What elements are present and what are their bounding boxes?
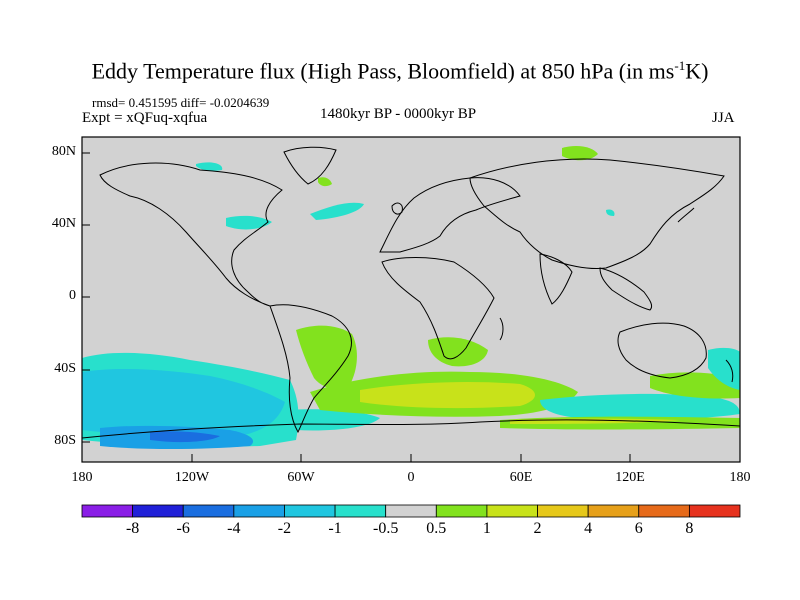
anomaly-region-antarctic-pacific-deep (150, 431, 220, 443)
axis-ticks (81, 152, 741, 462)
anomaly-region-north-atlantic-negative (310, 202, 364, 220)
colorbar-label-3: -2 (277, 520, 292, 537)
anomaly-region-east-europe-negative (606, 209, 615, 216)
coastline-new-zealand (725, 359, 734, 383)
colorbar-box-6 (385, 504, 437, 518)
coastline-south-america (269, 304, 352, 434)
x-tick-label-180e: 180 (729, 470, 751, 485)
colorbar-label-6: 0.5 (426, 520, 447, 537)
plot-title-tail: K) (685, 58, 709, 84)
coastline-africa (381, 257, 495, 360)
x-tick-label-120w: 120W (174, 470, 210, 485)
experiment-label: Expt = xQFuq-xqfua (82, 110, 208, 126)
coastline-southeast-asia (599, 267, 653, 311)
anomaly-region-south-africa-positive (428, 337, 488, 367)
season-label: JJA (712, 110, 735, 126)
colorbar-label-1: -6 (176, 520, 190, 537)
period-label: 1480kyr BP - 0000kyr BP (320, 106, 477, 122)
coastline-australia (617, 322, 707, 379)
colorbar-label-10: 6 (634, 520, 643, 537)
colorbar-box-10 (587, 504, 640, 518)
plot-title-main: Eddy Temperature flux (High Pass, Bloomf… (91, 58, 675, 84)
anomaly-region-south-pacific-negative-mid (82, 369, 285, 437)
y-tick-label-80n: 80N (51, 144, 76, 159)
colorbar-label-11: 8 (685, 520, 694, 537)
colorbar-box-3 (233, 504, 285, 518)
plot-title-superscript: -1 (674, 58, 686, 73)
colorbar-box-2 (182, 504, 235, 518)
anomaly-region-indian-ocean-positive (650, 372, 740, 399)
x-tick-label-120e: 120E (615, 470, 645, 485)
coastlines (82, 146, 740, 439)
colorbar-box-12 (688, 504, 741, 518)
coastline-madagascar (499, 317, 504, 341)
anomaly-region-arctic-canada-negative (196, 162, 223, 171)
colorbar-boxes (81, 504, 741, 518)
anomaly-region-australia-negative (708, 347, 740, 390)
x-tick-label-60e: 60E (509, 470, 533, 485)
anomaly-region-indian-ocean-negative (540, 393, 740, 420)
coastline-india (539, 253, 573, 305)
anomaly-field (82, 146, 740, 449)
colorbar-label-0: -8 (125, 520, 140, 537)
anomaly-region-drake-negative (290, 409, 380, 431)
colorbar-label-5: -0.5 (373, 520, 399, 537)
coastline-north-america (99, 162, 283, 307)
coastline-british-isles (391, 202, 403, 215)
x-tick-label-180w: 180 (71, 470, 93, 485)
colorbar-box-5 (334, 504, 387, 518)
x-tick-label-60w: 60W (287, 470, 315, 485)
plot-title: Eddy Temperature flux (High Pass, Bloomf… (0, 58, 800, 84)
anomaly-region-greenland-positive (318, 177, 332, 187)
anomaly-region-siberia-positive (562, 146, 598, 161)
y-tick-label-0: 0 (69, 288, 76, 303)
colorbar-box-4 (284, 504, 336, 518)
colorbar-label-7: 1 (482, 520, 491, 537)
colorbar-box-7 (435, 504, 488, 518)
colorbar-label-9: 4 (584, 520, 593, 537)
rmsd-diff-label: rmsd= 0.451595 diff= -0.0204639 (92, 95, 270, 110)
coastline-japan (677, 207, 695, 223)
colorbar-box-11 (638, 504, 690, 518)
x-tick-label-0: 0 (407, 470, 415, 485)
colorbar-label-8: 2 (533, 520, 542, 537)
colorbar-box-8 (486, 504, 538, 518)
y-tick-label-80s: 80S (54, 433, 76, 448)
y-tick-label-40s: 40S (54, 361, 76, 376)
colorbar-label-4: -1 (328, 520, 342, 537)
colorbar-box-1 (132, 504, 184, 518)
coastline-europe (379, 177, 521, 253)
anomaly-region-northeast-us-negative (226, 215, 272, 230)
coastline-antarctica (82, 419, 740, 439)
colorbar-label-2: -4 (227, 520, 241, 537)
anomaly-region-south-america-positive (296, 325, 357, 390)
coastline-asia (469, 158, 725, 269)
anomaly-region-south-atlantic-positive-mid (360, 382, 535, 409)
y-tick-label-40n: 40N (51, 216, 76, 231)
coastline-greenland (283, 146, 337, 185)
colorbar-box-0 (81, 504, 134, 518)
colorbar-box-9 (537, 504, 589, 518)
